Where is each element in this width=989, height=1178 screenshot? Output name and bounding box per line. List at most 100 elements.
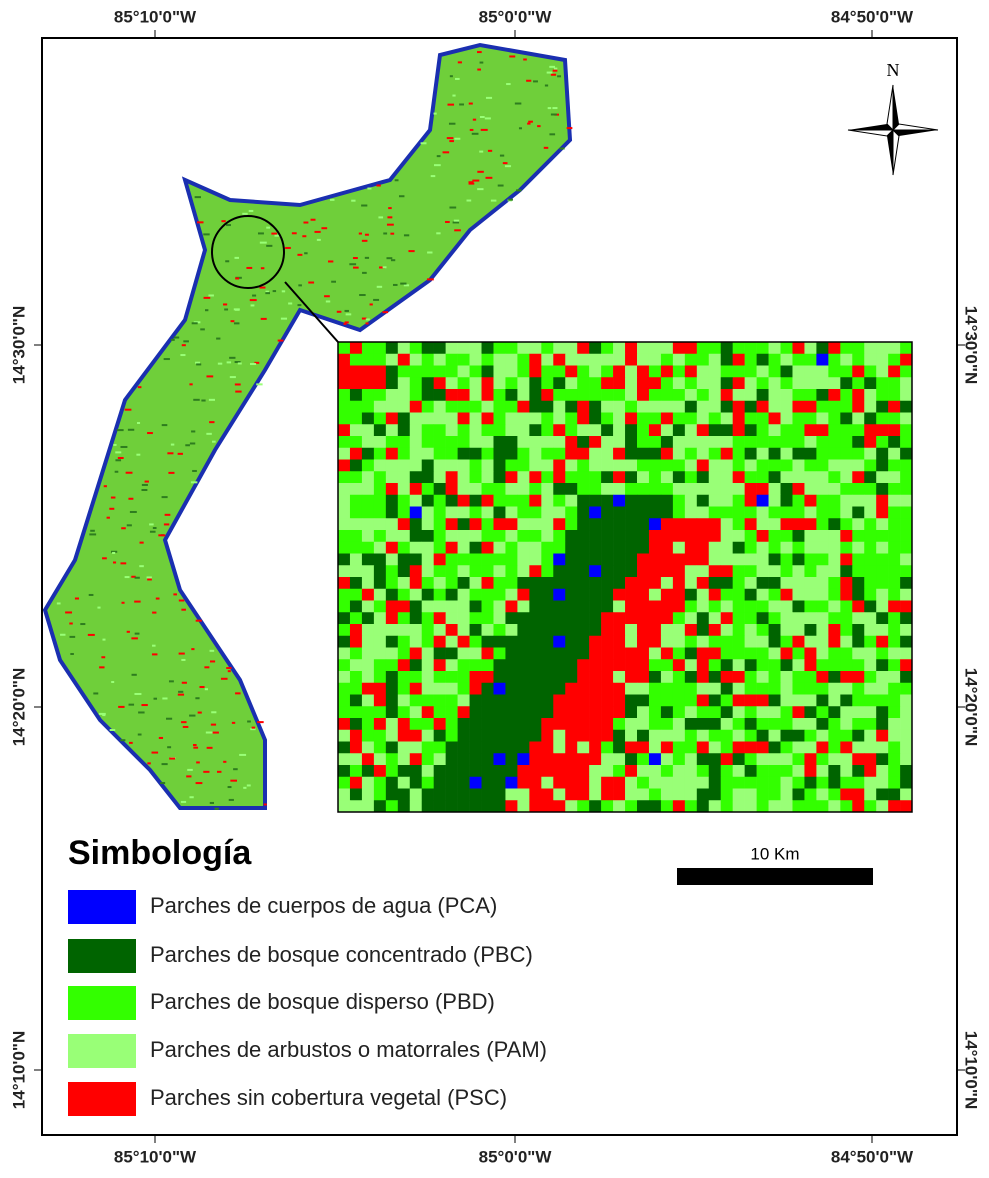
inset-cell <box>613 624 625 636</box>
texture-dot <box>111 681 114 683</box>
inset-cell <box>900 789 912 801</box>
inset-cell <box>709 789 721 801</box>
inset-cell <box>876 648 888 660</box>
inset-cell <box>757 354 769 366</box>
inset-cell <box>685 624 697 636</box>
inset-cell <box>410 507 422 519</box>
inset-cell <box>613 401 625 413</box>
inset-cell <box>828 507 840 519</box>
inset-cell <box>745 436 757 448</box>
inset-cell <box>625 577 637 589</box>
texture-dot <box>366 318 370 320</box>
inset-cell <box>709 753 721 765</box>
texture-dot <box>404 234 409 236</box>
inset-cell <box>840 671 852 683</box>
inset-cell <box>733 612 745 624</box>
inset-cell <box>553 401 565 413</box>
inset-cell <box>649 518 661 530</box>
inset-cell <box>434 671 446 683</box>
texture-dot <box>298 284 302 286</box>
inset-cell <box>852 354 864 366</box>
inset-cell <box>493 789 505 801</box>
inset-cell <box>482 683 494 695</box>
inset-cell <box>589 495 601 507</box>
inset-cell <box>482 695 494 707</box>
inset-cell <box>541 530 553 542</box>
inset-cell <box>828 718 840 730</box>
inset-cell <box>553 542 565 554</box>
inset-cell <box>661 765 673 777</box>
inset-cell <box>757 601 769 613</box>
inset-cell <box>625 354 637 366</box>
inset-cell <box>338 612 350 624</box>
inset-cell <box>792 377 804 389</box>
inset-cell <box>493 777 505 789</box>
inset-cell <box>685 366 697 378</box>
inset-cell <box>661 612 673 624</box>
inset-cell <box>828 460 840 472</box>
inset-cell <box>852 671 864 683</box>
texture-dot <box>181 609 186 611</box>
inset-cell <box>422 624 434 636</box>
inset-cell <box>876 518 888 530</box>
inset-cell <box>577 612 589 624</box>
inset-cell <box>781 742 793 754</box>
inset-cell <box>900 577 912 589</box>
texture-dot <box>226 667 231 669</box>
inset-cell <box>577 436 589 448</box>
inset-cell <box>577 742 589 754</box>
inset-cell <box>493 483 505 495</box>
inset-cell <box>757 377 769 389</box>
texture-dot <box>109 508 114 510</box>
inset-cell <box>733 789 745 801</box>
inset-cell <box>589 342 601 354</box>
inset-cell <box>565 577 577 589</box>
inset-cell <box>601 377 613 389</box>
inset-cell <box>434 495 446 507</box>
inset-cell <box>434 753 446 765</box>
inset-cell <box>876 718 888 730</box>
texture-dot <box>152 653 157 655</box>
inset-cell <box>697 401 709 413</box>
inset-cell <box>625 648 637 660</box>
texture-dot <box>431 175 436 177</box>
texture-dot <box>152 612 156 614</box>
inset-cell <box>362 636 374 648</box>
inset-cell <box>697 789 709 801</box>
inset-cell <box>864 565 876 577</box>
texture-dot <box>477 171 483 173</box>
texture-dot <box>404 284 409 286</box>
inset-cell <box>661 636 673 648</box>
inset-cell <box>864 753 876 765</box>
texture-dot <box>134 693 141 695</box>
inset-cell <box>828 413 840 425</box>
inset-cell <box>673 495 685 507</box>
inset-cell <box>589 589 601 601</box>
inset-cell <box>709 577 721 589</box>
inset-cell <box>613 753 625 765</box>
inset-cell <box>565 612 577 624</box>
inset-cell <box>458 683 470 695</box>
inset-cell <box>589 706 601 718</box>
inset-cell <box>338 753 350 765</box>
inset-cell <box>864 648 876 660</box>
texture-dot <box>228 786 232 788</box>
inset-cell <box>900 342 912 354</box>
inset-cell <box>601 554 613 566</box>
inset-cell <box>386 565 398 577</box>
inset-cell <box>529 448 541 460</box>
inset-cell <box>745 471 757 483</box>
inset-cell <box>470 800 482 812</box>
texture-dot <box>500 155 504 157</box>
inset-cell <box>565 683 577 695</box>
inset-cell <box>757 612 769 624</box>
texture-dot <box>101 656 105 658</box>
inset-cell <box>482 800 494 812</box>
inset-cell <box>589 413 601 425</box>
texture-dot <box>171 444 174 446</box>
inset-cell <box>816 401 828 413</box>
inset-cell <box>637 377 649 389</box>
texture-dot <box>107 517 110 519</box>
inset-cell <box>398 448 410 460</box>
inset-cell <box>505 377 517 389</box>
